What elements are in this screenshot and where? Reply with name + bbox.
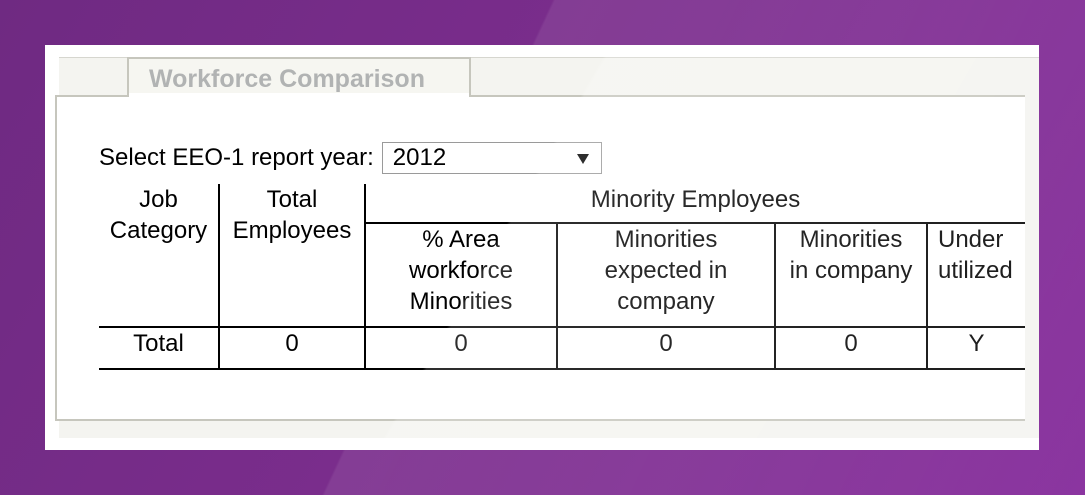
- tab-joint: [129, 93, 469, 97]
- header-line: % Area: [422, 226, 500, 253]
- cell-area-workforce: 0: [364, 327, 557, 370]
- cell-in-company: 0: [774, 327, 927, 370]
- header-row-top: Job Category Total Employees Minority Em…: [99, 184, 1025, 328]
- header-minorities-in-company: Minorities in company: [774, 223, 927, 328]
- selected-year: 2012: [392, 144, 447, 171]
- header-area-workforce: % Area workforce Minorities: [364, 223, 557, 328]
- cell-expected: 0: [556, 327, 775, 370]
- header-line: Category: [109, 217, 208, 244]
- cell-total-employees: 0: [218, 327, 365, 370]
- header-line: company: [617, 288, 715, 315]
- header-line: expected in: [604, 257, 728, 284]
- header-minorities-expected: Minorities expected in company: [556, 223, 775, 328]
- header-line: in company: [789, 257, 913, 284]
- header-underutilized: Under utilized: [926, 223, 1025, 328]
- header-job-category: Job Category: [99, 184, 219, 328]
- cell-underutilized: Y: [926, 327, 1025, 370]
- screenshot-card: Workforce Comparison Select EEO-1 report…: [45, 45, 1039, 450]
- header-line: Minorities: [409, 288, 513, 315]
- year-selector-label: Select EEO-1 report year:: [99, 144, 374, 171]
- workforce-table: Job Category Total Employees Minority Em…: [99, 184, 1025, 370]
- header-line: Minorities: [799, 226, 903, 253]
- tab-label: Workforce Comparison: [149, 65, 425, 93]
- header-line: workforce: [408, 257, 514, 284]
- header-row-sub: % Area workforce Minorities Minorities e…: [99, 223, 1025, 328]
- header-total-employees: Total Employees: [218, 184, 365, 328]
- report-year-select[interactable]: 2012: [381, 142, 602, 174]
- tab-workforce-comparison[interactable]: Workforce Comparison: [127, 57, 471, 95]
- cell-category: Total: [99, 327, 219, 370]
- header-line: utilized: [938, 257, 1013, 284]
- table-row: Total 0 0 0 0 Y: [99, 327, 1025, 370]
- header-line: Total: [266, 186, 318, 213]
- chevron-down-icon[interactable]: [576, 154, 589, 164]
- header-line: Minorities: [614, 226, 718, 253]
- header-line: Job: [139, 186, 178, 213]
- header-line: Employees: [232, 217, 352, 244]
- header-minority-employees: Minority Employees: [364, 184, 1025, 224]
- header-line: Under: [938, 226, 1004, 253]
- year-selector-row: Select EEO-1 report year: 2012: [99, 141, 602, 175]
- header-line: Minority Employees: [590, 186, 801, 213]
